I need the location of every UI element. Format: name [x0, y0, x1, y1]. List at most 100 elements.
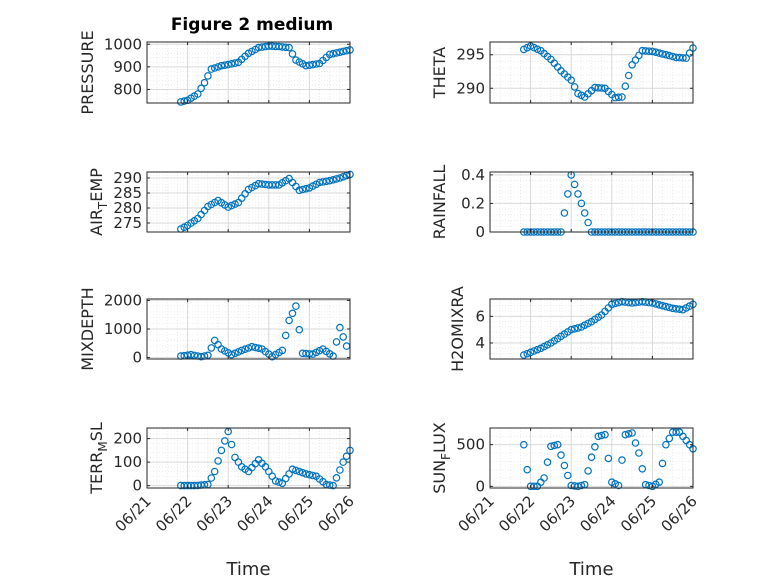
data-point: [679, 54, 687, 62]
data-point: [631, 439, 640, 447]
y-tick-label: 0: [132, 349, 142, 367]
data-point: [543, 458, 552, 467]
data-point: [563, 471, 572, 480]
data-point: [217, 446, 226, 455]
data-point: [295, 186, 304, 195]
axes-box: [489, 171, 694, 233]
data-point: [339, 458, 348, 466]
y-axis-label-main: H2OMIXRA: [448, 286, 467, 372]
data-point: [204, 72, 212, 80]
data-point: [210, 64, 219, 72]
data-point: [271, 181, 280, 189]
data-point: [547, 442, 555, 451]
data-point: [187, 350, 195, 359]
data-point: [221, 437, 229, 445]
data-point: [624, 71, 633, 80]
data-point: [332, 175, 341, 183]
y-tick-label: 0: [475, 223, 485, 241]
data-point: [523, 349, 532, 358]
data-point: [227, 350, 236, 359]
data-point: [241, 345, 249, 354]
data-point: [587, 453, 596, 462]
data-point: [288, 465, 297, 474]
y-tick-label: 295: [456, 46, 485, 64]
y-tick-label: 0.2: [461, 194, 485, 212]
data-point: [231, 349, 239, 358]
y-tick-label: 2000: [104, 291, 142, 309]
data-point: [325, 176, 334, 185]
data-point: [655, 478, 664, 487]
data-point: [339, 173, 348, 181]
axes-box: [146, 171, 351, 233]
y-tick-label: 6: [475, 307, 485, 325]
data-point: [305, 470, 314, 479]
data-point: [665, 303, 674, 312]
y-axis-label: TERRMSL: [87, 422, 110, 495]
y-tick-label: 1000: [104, 320, 142, 338]
data-point: [611, 299, 620, 308]
data-point: [207, 65, 216, 73]
data-point: [638, 464, 647, 473]
y-axis-label-main: AIR: [87, 209, 106, 236]
data-point: [533, 345, 542, 354]
data-point: [526, 348, 535, 357]
y-tick-label: 100: [113, 453, 142, 471]
data-point: [621, 430, 630, 439]
y-axis-label: H2OMIXRA: [448, 286, 467, 372]
data-point: [662, 302, 670, 311]
y-axis-label: AIRTEMP: [87, 168, 110, 236]
y-axis-label-main: TERR: [87, 452, 106, 495]
data-point: [336, 323, 344, 332]
data-point: [614, 481, 623, 490]
data-point: [278, 346, 287, 355]
y-axis-label-main: SUN: [430, 460, 449, 494]
data-point: [336, 48, 344, 57]
data-point: [275, 478, 283, 486]
data-point: [295, 467, 304, 476]
data-point: [614, 93, 623, 102]
data-point: [224, 60, 233, 69]
y-tick-label: 290: [113, 169, 142, 187]
data-point: [281, 331, 290, 340]
x-axis-label: Time: [568, 559, 613, 580]
data-point: [662, 50, 670, 59]
data-point: [658, 301, 667, 310]
data-point: [577, 481, 586, 490]
data-point: [580, 209, 589, 217]
data-point: [570, 180, 579, 189]
data-point: [628, 429, 636, 437]
y-axis-label: THETA: [430, 47, 449, 99]
data-point: [204, 351, 212, 360]
y-axis-label: RAINFALL: [430, 165, 449, 240]
data-point: [288, 50, 297, 58]
data-point: [540, 474, 548, 482]
data-point: [560, 461, 569, 470]
data-point: [251, 343, 260, 352]
data-point: [214, 63, 222, 71]
data-point: [570, 324, 579, 333]
data-point: [288, 309, 297, 318]
data-point: [519, 351, 528, 359]
data-point: [574, 482, 582, 491]
data-point: [302, 470, 310, 478]
data-point: [254, 344, 263, 353]
data-point: [567, 76, 576, 85]
data-point: [651, 48, 660, 57]
y-tick-label: 4: [475, 334, 485, 352]
data-point: [329, 176, 337, 184]
y-tick-label: 500: [456, 436, 485, 454]
data-point: [530, 347, 538, 355]
y-axis-label-tail: EMP: [87, 168, 106, 202]
data-point: [557, 451, 565, 459]
data-point: [224, 203, 233, 211]
data-point: [618, 456, 626, 464]
data-point: [221, 61, 229, 69]
data-point: [295, 325, 304, 334]
figure-title: Figure 2 medium: [171, 15, 333, 35]
y-axis-label-subscript: T: [96, 201, 110, 210]
y-axis-label: SUNFLUX: [430, 422, 453, 494]
data-point: [574, 190, 582, 198]
y-axis-label-main: THETA: [430, 47, 449, 99]
